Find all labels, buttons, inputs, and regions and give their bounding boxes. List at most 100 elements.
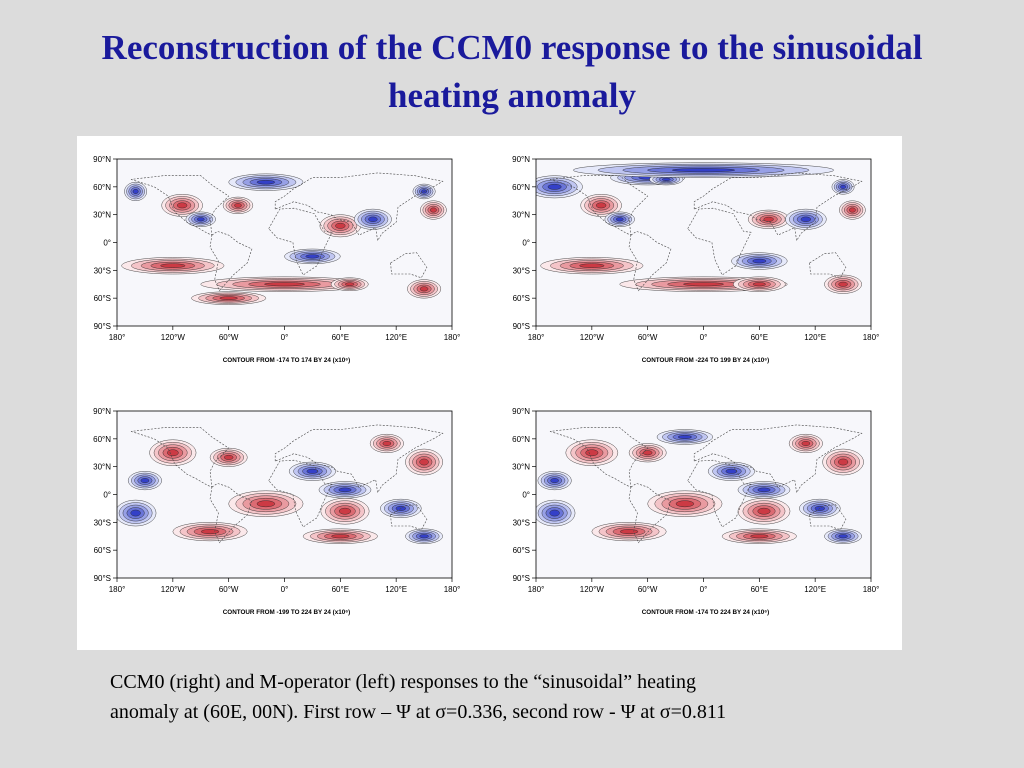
positive-anomaly-contour [160, 263, 186, 268]
lat-tick-label: 30°S [94, 266, 111, 275]
lat-tick-label: 90°S [513, 574, 530, 583]
anomaly-field [121, 172, 447, 305]
contour-map-top-left: 90°N 60°N 30°N 0° 30°S 60°S 90°S 180° 120°W 60°W 0… [93, 155, 461, 364]
contour-map-top-right: 90°N 60°N 30°N 0° 30°S 60°S 90°S 180° 120°W 60°W 0… [512, 155, 880, 364]
positive-anomaly-contour [849, 207, 856, 213]
lon-tick-label: 180° [528, 585, 545, 594]
coastline [130, 427, 230, 488]
coastline [274, 424, 444, 494]
lon-tick-label: 180° [528, 333, 545, 342]
contour-caption: CONTOUR FROM -224 TO 199 BY 24 (x10⁶) [642, 357, 769, 364]
positive-anomaly-contour [619, 529, 639, 535]
lat-tick-label: 0° [103, 491, 111, 500]
positive-anomaly-contour [331, 534, 350, 539]
lon-tick-label: 120°E [804, 585, 826, 594]
lat-tick-label: 60°S [513, 294, 530, 303]
lat-tick-label: 60°N [512, 183, 530, 192]
positive-anomaly-contour [382, 440, 392, 446]
positive-anomaly-contour [219, 296, 238, 300]
lat-tick-label: 60°S [94, 546, 111, 555]
coastline [809, 504, 847, 531]
positive-anomaly-contour [750, 534, 769, 539]
map-figure: 90°N 60°N 30°N 0° 30°S 60°S 90°S 180° 120°W 60°W 0… [77, 136, 902, 650]
positive-anomaly-contour [234, 203, 242, 208]
lat-tick-label: 0° [522, 491, 530, 500]
coastline [209, 483, 253, 544]
lon-tick-label: 180° [863, 333, 880, 342]
coastline [687, 459, 752, 528]
coastline [693, 172, 863, 242]
lon-tick-label: 0° [700, 585, 708, 594]
lon-tick-label: 180° [444, 333, 461, 342]
negative-anomaly-contour [140, 478, 150, 484]
negative-anomaly-contour [752, 258, 767, 264]
lat-tick-label: 60°N [93, 183, 111, 192]
lon-tick-label: 120°W [580, 333, 605, 342]
anomaly-field [117, 424, 444, 544]
contour-caption: CONTOUR FROM -174 TO 174 BY 24 (x10⁶) [223, 357, 350, 364]
negative-anomaly-contour [305, 254, 320, 259]
positive-anomaly-contour [200, 529, 220, 535]
positive-anomaly-contour [757, 507, 771, 515]
negative-anomaly-contour [306, 468, 319, 474]
lon-tick-label: 120°W [161, 585, 186, 594]
negative-anomaly-contour [840, 184, 847, 189]
lon-tick-label: 120°E [385, 585, 407, 594]
positive-anomaly-contour [595, 202, 607, 209]
map-panel-top-right: 90°N 60°N 30°N 0° 30°S 60°S 90°S 180° 120°W 60°W 0… [496, 150, 901, 378]
caption-line-1: CCM0 (right) and M-operator (left) respo… [110, 671, 696, 693]
lon-tick-label: 60°E [751, 333, 768, 342]
lat-tick-label: 0° [103, 239, 111, 248]
negative-anomaly-contour [132, 188, 139, 194]
coastline [268, 207, 333, 276]
positive-anomaly-contour [675, 500, 695, 508]
anomaly-field [536, 162, 866, 294]
positive-anomaly-contour [176, 202, 188, 209]
lon-tick-label: 120°E [804, 333, 826, 342]
coastline [390, 252, 428, 279]
contour-map-bottom-right: 90°N 60°N 30°N 0° 30°S 60°S 90°S 180° 120°W 60°W 0… [512, 407, 879, 616]
lon-tick-label: 180° [109, 585, 126, 594]
lat-tick-label: 90°N [512, 407, 530, 416]
title-line-1: Reconstruction of the CCM0 response to t… [101, 28, 923, 67]
negative-anomaly-contour [549, 509, 560, 517]
lat-tick-label: 60°N [93, 435, 111, 444]
lat-tick-label: 90°S [94, 574, 111, 583]
coastline [268, 459, 333, 528]
lon-tick-label: 120°E [385, 333, 407, 342]
lat-tick-label: 30°N [93, 211, 111, 220]
coastline [628, 483, 672, 544]
negative-anomaly-contour [662, 177, 671, 181]
lon-tick-label: 60°W [219, 333, 239, 342]
lon-tick-label: 0° [281, 333, 289, 342]
lat-tick-label: 90°S [94, 322, 111, 331]
lat-tick-label: 60°N [512, 435, 530, 444]
coastline [549, 175, 649, 236]
negative-anomaly-contour [550, 478, 559, 484]
positive-anomaly-contour [763, 216, 774, 222]
lon-tick-label: 60°E [332, 585, 349, 594]
positive-anomaly-contour [264, 282, 305, 287]
negative-anomaly-contour [256, 179, 276, 185]
lon-tick-label: 60°E [751, 585, 768, 594]
coastline [274, 172, 444, 242]
lon-tick-label: 60°W [219, 585, 239, 594]
negative-anomaly-contour [671, 168, 736, 173]
lat-tick-label: 0° [522, 239, 530, 248]
coastline [130, 175, 230, 236]
positive-anomaly-contour [223, 454, 234, 460]
positive-anomaly-contour [167, 449, 179, 457]
positive-anomaly-contour [419, 286, 429, 292]
coastline [628, 231, 672, 292]
caption-line-2: anomaly at (60E, 00N). First row – Ψ at … [110, 701, 727, 723]
negative-anomaly-contour [800, 216, 812, 223]
negative-anomaly-contour [547, 183, 562, 190]
coastline [390, 504, 428, 531]
positive-anomaly-contour [838, 281, 848, 287]
negative-anomaly-contour [838, 534, 848, 539]
coastline [809, 252, 847, 279]
negative-anomaly-contour [130, 509, 141, 517]
coastline [687, 207, 752, 276]
lon-tick-label: 60°W [638, 585, 658, 594]
negative-anomaly-contour [338, 487, 352, 493]
